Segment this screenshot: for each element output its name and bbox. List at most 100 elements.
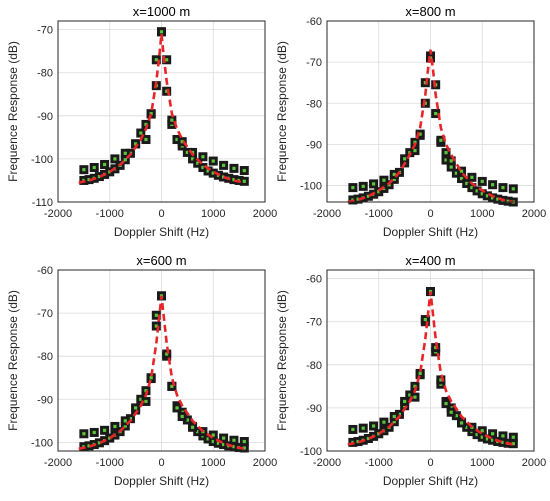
data-point-dot — [392, 172, 396, 177]
data-point-dot — [92, 165, 96, 170]
x-tick-label: -2000 — [44, 457, 72, 469]
data-point-dot — [475, 189, 479, 193]
subplot-3: -2000 -1000 0 1000 2000 -100 -90 -80 -70 -60 x=600… — [6, 253, 277, 488]
chart-title: x=400 m — [405, 253, 455, 268]
y-tick-label: -90 — [306, 139, 322, 151]
y-tick-label: -110 — [32, 197, 53, 209]
x-tick-label: 0 — [427, 457, 433, 469]
y-axis-label: Frequence Response (dB) — [275, 290, 289, 431]
data-point-dot — [185, 150, 189, 155]
y-tick-label: -70 — [306, 317, 322, 329]
data-point-dot — [144, 122, 148, 127]
data-point-dot — [351, 186, 355, 190]
data-point-dot — [206, 437, 210, 441]
data-point-dot — [459, 421, 464, 425]
data-point-dot — [356, 197, 360, 201]
x-tick-label: -2000 — [44, 208, 72, 220]
data-point-dot — [449, 410, 453, 414]
data-point-dot — [92, 430, 96, 435]
data-point-dot — [232, 438, 236, 442]
data-point-dot — [222, 163, 226, 167]
data-point-dot — [159, 30, 164, 34]
data-point-dot — [206, 169, 210, 173]
data-point-dot — [480, 179, 484, 184]
chart-title: x=600 m — [136, 253, 186, 268]
data-point-dot — [403, 399, 407, 404]
data-point-dot — [154, 58, 158, 62]
data-point-dot — [439, 378, 443, 382]
data-point-dot — [196, 161, 200, 165]
marker-series-2 — [79, 27, 249, 176]
x-tick-label: 0 — [158, 208, 164, 220]
data-point-dot — [211, 159, 215, 163]
data-point-dot — [102, 162, 107, 167]
y-tick-label: -100 — [300, 446, 322, 458]
data-point-dot — [222, 436, 226, 440]
data-point-dot — [351, 427, 355, 432]
data-point-dot — [211, 439, 215, 444]
data-point-dot — [242, 168, 246, 173]
data-point-dot — [434, 111, 438, 116]
chart-title: x=1000 m — [133, 4, 190, 19]
data-point-dot — [196, 430, 200, 434]
data-point-dot — [144, 399, 148, 404]
chart-title: x=800 m — [405, 4, 455, 19]
axes-frame — [57, 269, 266, 452]
data-point-dot — [413, 395, 417, 399]
x-tick-label: 2000 — [522, 457, 546, 469]
data-point-dot — [180, 414, 184, 419]
data-point-dot — [449, 159, 453, 163]
data-point-dot — [439, 138, 443, 142]
y-tick-label: -90 — [37, 394, 53, 406]
data-point-dot — [139, 397, 143, 401]
data-point-dot — [113, 157, 117, 161]
data-point-dot — [216, 441, 221, 445]
data-point-dot — [454, 414, 458, 418]
subplot-4: -2000 -1000 0 1000 2000 -100 -90 -80 -70 -60 x=400… — [275, 253, 546, 488]
data-point-dot — [480, 429, 484, 433]
data-point-dot — [392, 420, 396, 424]
data-point-dot — [511, 442, 515, 446]
data-point-dot — [123, 419, 127, 423]
x-tick-label: -2000 — [313, 208, 341, 220]
data-point-dot — [242, 446, 246, 450]
data-point-dot — [190, 157, 195, 161]
data-point-dot — [418, 132, 422, 136]
data-point-dot — [232, 166, 236, 170]
data-point-dot — [434, 345, 438, 350]
data-point-dot — [154, 324, 158, 328]
data-point-dot — [149, 376, 153, 380]
data-point-dot — [211, 433, 215, 437]
data-point-dot — [413, 148, 417, 153]
data-point-dot — [470, 175, 474, 179]
y-tick-label: -60 — [37, 265, 53, 277]
data-point-dot — [102, 428, 107, 432]
data-point-dot — [170, 384, 174, 388]
subplot-2: -2000 -1000 0 1000 2000 -100 -90 -80 -70 -60 x=800… — [275, 4, 546, 239]
x-tick-label: 2000 — [522, 208, 546, 220]
data-point-dot — [408, 393, 412, 397]
data-point-dot — [97, 174, 101, 179]
data-point-dot — [190, 425, 195, 429]
data-point-dot — [123, 424, 127, 428]
marker-series-2 — [348, 287, 518, 442]
y-tick-label: -70 — [37, 25, 53, 37]
data-point-dot — [511, 435, 515, 439]
data-point-dot — [242, 439, 246, 444]
x-tick-label: 1000 — [470, 208, 494, 220]
data-point-dot — [377, 190, 381, 194]
data-point-dot — [423, 317, 427, 322]
data-point-dot — [242, 179, 246, 183]
data-point-dot — [123, 151, 127, 155]
data-point-dot — [175, 137, 179, 142]
y-tick-label: -90 — [37, 111, 53, 123]
model-curve — [78, 295, 245, 451]
y-tick-label: -70 — [306, 57, 322, 69]
data-point-dot — [232, 445, 236, 449]
data-point-dot — [392, 414, 396, 419]
y-tick-label: -80 — [37, 68, 53, 80]
data-point-dot — [485, 194, 490, 198]
model-curve — [78, 33, 245, 184]
data-point-dot — [149, 112, 153, 116]
